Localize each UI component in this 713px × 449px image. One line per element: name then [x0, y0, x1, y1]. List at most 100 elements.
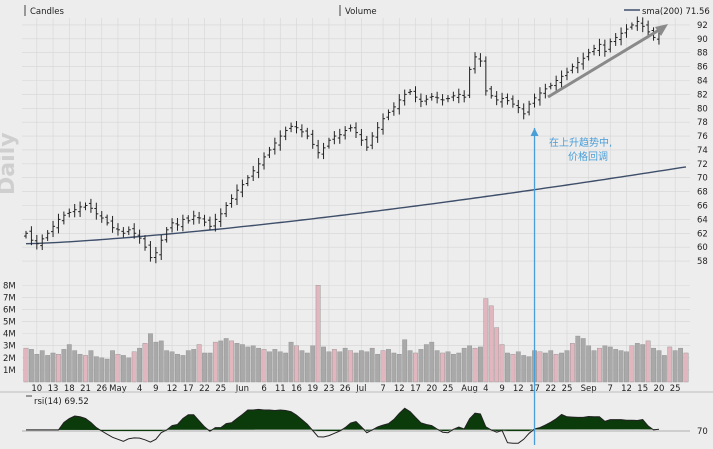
ohlc-bar: [473, 52, 478, 74]
volume-bar: [120, 355, 126, 383]
ohlc-bar: [67, 208, 72, 218]
volume-bar: [445, 351, 451, 383]
volume-bar: [169, 351, 175, 383]
volume-bar: [672, 350, 678, 383]
ohlc-bar: [45, 230, 50, 241]
ohlc-bar: [175, 217, 180, 231]
legend-candles: Candles: [30, 7, 65, 17]
trend-arrow-head-icon: [655, 24, 668, 36]
volume-bar: [645, 340, 651, 383]
volume-bar: [158, 340, 164, 383]
ohlc-bar: [202, 214, 207, 227]
volume-bars: [23, 285, 689, 383]
date-tick-label: 25: [562, 384, 573, 394]
volume-bar: [272, 349, 278, 383]
volume-bar: [651, 347, 656, 383]
ohlc-bar: [348, 124, 353, 132]
price-tick-label: 84: [697, 77, 708, 87]
ohlc-bar: [343, 126, 348, 140]
volume-bar: [618, 350, 624, 383]
volume-bar: [142, 343, 148, 383]
ohlc-bar: [478, 53, 483, 67]
ohlc-bar: [613, 33, 618, 46]
date-tick-label: 12: [394, 384, 405, 394]
ohlc-bar: [153, 246, 158, 264]
ohlc-bar: [440, 94, 445, 106]
volume-bar: [569, 343, 575, 383]
volume-bar: [288, 341, 294, 383]
annotation-text-1: 在上升趋势中,: [549, 136, 612, 149]
ohlc-bar: [543, 83, 548, 99]
volume-bar: [93, 356, 99, 383]
volume-bar: [564, 350, 570, 383]
ohlc-bar: [402, 89, 407, 106]
annotation-arrow-icon: [530, 128, 539, 136]
volume-bar: [505, 352, 510, 383]
price-tick-label: 64: [697, 215, 708, 225]
volume-bar: [294, 345, 299, 383]
ohlc-bar: [619, 27, 624, 46]
date-tick-label: 7: [608, 384, 613, 394]
date-tick-label: 20: [654, 384, 665, 394]
ohlc-bar: [537, 87, 542, 106]
volume-bar: [104, 358, 110, 383]
ohlc-bar: [505, 93, 510, 105]
date-tick-label: Jun: [235, 384, 249, 394]
ohlc-bar: [78, 201, 83, 217]
ohlc-bar: [332, 131, 337, 145]
ohlc-bar: [88, 198, 93, 213]
ohlc-bar: [164, 227, 169, 243]
ohlc-bar: [397, 94, 402, 115]
volume-bar: [153, 341, 159, 383]
volume-bar: [185, 350, 191, 383]
volume-bar: [440, 352, 445, 383]
ohlc-bar: [224, 202, 229, 218]
volume-bar: [229, 340, 234, 383]
ohlc-bar: [391, 102, 396, 116]
ohlc-bar: [310, 129, 315, 149]
volume-bar: [39, 350, 45, 383]
ohlc-bar: [467, 66, 472, 99]
volume-bar: [580, 338, 586, 383]
volume-bar: [597, 347, 602, 383]
price-tick-label: 88: [697, 49, 708, 59]
volume-bar: [499, 344, 505, 383]
volume-bar: [559, 352, 564, 383]
ohlc-bar: [424, 95, 429, 106]
volume-bar: [23, 347, 29, 383]
volume-bar: [521, 355, 527, 383]
sma-line: [25, 166, 687, 245]
ohlc-bar: [197, 211, 202, 224]
date-tick-label: 21: [80, 384, 91, 394]
ohlc-bar: [207, 216, 212, 230]
volume-bar: [537, 351, 543, 383]
ohlc-bar: [245, 175, 250, 187]
ohlc-bar: [602, 39, 607, 57]
price-tick-label: 92: [697, 21, 708, 31]
volume-bar: [83, 355, 88, 383]
volume-bar: [494, 327, 500, 383]
ohlc-bar: [240, 179, 245, 198]
volume-bar: [304, 352, 310, 383]
ohlc-bar: [646, 20, 651, 37]
price-tick-label: 86: [697, 63, 708, 73]
volume-bar: [526, 356, 532, 383]
volume-bar: [191, 349, 197, 383]
ohlc-bar: [186, 215, 191, 224]
ohlc-bar: [624, 24, 629, 38]
price-tick-label: 74: [697, 146, 708, 156]
volume-bar: [542, 352, 548, 383]
annotation-text-2: 价格回调: [568, 150, 608, 163]
volume-bar: [180, 355, 186, 383]
date-tick-label: 12: [167, 384, 178, 394]
volume-bar: [348, 350, 353, 383]
ohlc-bar: [570, 63, 575, 74]
legend-rsi: rsi(14) 69.52: [34, 397, 89, 407]
ohlc-bar: [262, 152, 267, 170]
volume-bar: [315, 285, 321, 383]
ohlc-bar: [489, 86, 494, 99]
price-tick-label: 60: [697, 243, 708, 253]
ohlc-bar: [516, 99, 521, 114]
